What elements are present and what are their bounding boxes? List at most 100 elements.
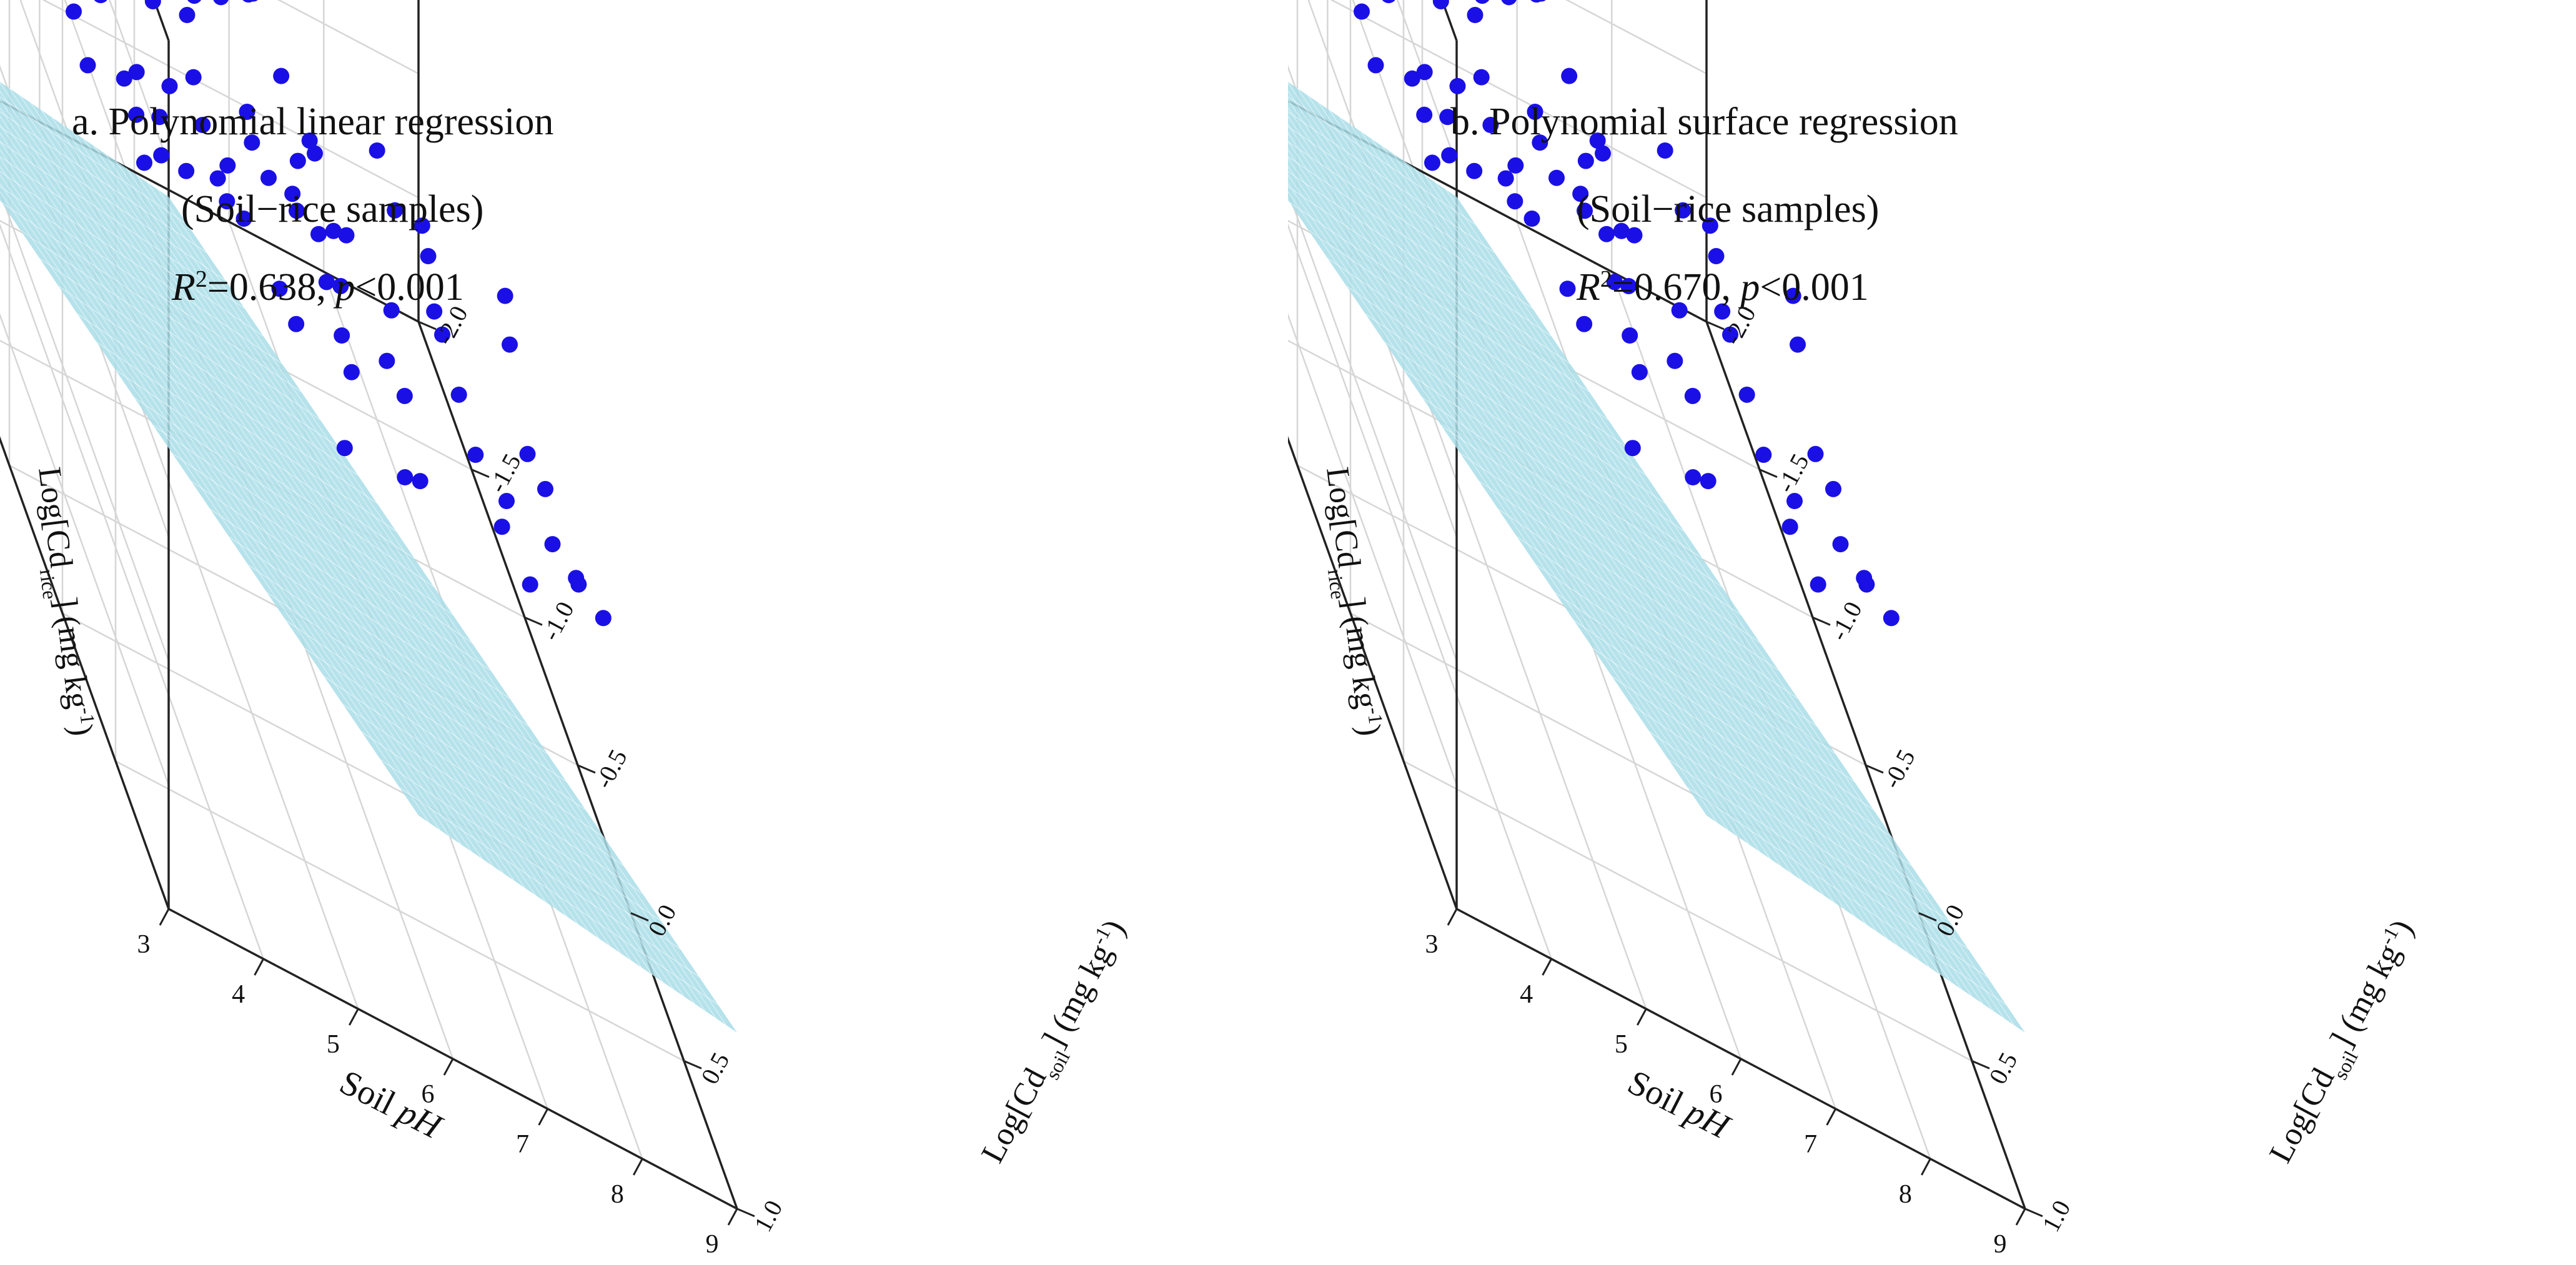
grid-left-h-6 [153,0,170,41]
panel-a: 3456789-2.0-1.5-1.0-0.50.00.51.0-2.0-1.5… [0,0,1132,1259]
data-point-12 [1613,222,1630,239]
plane-mesh-y-17 [1318,102,1888,939]
plane-mesh-x-26 [1630,703,1950,922]
plane-mesh-y-20 [1350,124,1920,961]
plane-mesh-x-11 [1346,285,1666,504]
plane-mesh-y-4 [1288,166,1750,845]
plane-mesh-y-24 [104,153,674,990]
chart-a-ylabel-suffix: ] (mg kg [1036,938,1119,1054]
data-point-42 [161,77,178,94]
y-tick-mark-1 [471,469,490,479]
plane-mesh-y-20 [62,124,632,961]
chart-b-p-value: <0.001 [1760,266,1868,309]
plane-mesh-y-18 [41,109,610,946]
regression-plane [0,82,737,1033]
chart-b-subtitle: (Soil−rice samples) [1577,188,1879,231]
chart-b-zlabel: Log[Cdrice] (mg kg-1) [1311,465,1389,738]
data-point-10 [209,170,226,187]
data-point-54 [273,67,290,84]
data-point-79 [595,610,612,627]
grid-back-h-1 [277,0,419,74]
axis-edge-7 [1288,436,1458,910]
y-tick-mark-4 [1918,912,1937,922]
data-point-24 [334,327,350,344]
plane-mesh-x-15 [134,397,453,615]
data-point-48 [1685,469,1702,486]
data-point-3 [1527,104,1543,120]
plane-mesh-y-15 [9,87,578,925]
plane-mesh-x-18 [1479,480,1798,699]
data-point-48 [397,469,414,486]
data-point-27 [343,364,360,380]
chart-a-r-sup: 2 [196,266,207,292]
chart-b-p-label: p [1738,266,1760,309]
plane-mesh-x-10 [1327,257,1647,476]
grid-back-h-1 [1565,0,1707,74]
data-point-11 [128,106,145,123]
chart-b-surface [1288,82,2025,1033]
plane-mesh-x-16 [152,425,472,643]
chart-b-ylabel: Log[Cdsoil] (mg kg-1) [2262,913,2428,1172]
plane-mesh-y-4 [0,166,462,845]
plane-mesh-x-9 [20,230,340,449]
data-point-7 [66,3,82,20]
x-tick-label-4: 7 [1804,1130,1817,1159]
data-point-43 [284,186,301,202]
chart-b-ylabel-suffix: ] (mg kg [2324,938,2407,1054]
data-point-59 [1598,226,1615,242]
data-point-62 [570,576,587,593]
data-point-50 [336,440,353,457]
data-point-67 [1577,202,1593,219]
data-point-51 [1807,445,1824,462]
data-point-35 [213,0,229,6]
data-point-25 [1559,280,1576,297]
plane-mesh-x-23 [1573,620,1893,838]
data-point-30 [307,145,323,162]
plane-mesh-x-25 [1611,675,1931,894]
plane-mesh-x-7 [0,186,302,392]
grid-left-h-5 [109,0,170,165]
chart-b-r-sup: 2 [1600,266,1612,292]
data-point-20 [1606,274,1623,290]
plane-mesh-y-15 [1297,87,1866,925]
data-point-1 [1439,109,1456,126]
data-point-15 [1441,147,1458,164]
data-point-66 [1507,193,1523,210]
plane-mesh-x-22 [1554,592,1874,810]
chart-b-stats: R2=0.670, p<0.001 [1576,266,1869,309]
chart-b-xlabel: Soil pH [1622,1063,1736,1147]
data-point-63 [1781,518,1798,535]
plane-mesh-y-11 [1288,107,1824,896]
chart-a-ylabel-prefix: Log[Cd [974,1063,1053,1169]
plane-mesh-x-11 [58,285,378,504]
x-tick-label-6: 9 [1994,1230,2007,1259]
plane-mesh-x-20 [229,536,548,755]
grid-left-h-4 [64,0,170,289]
data-point-41 [1432,0,1449,9]
chart-b-zlabel-sup: -1 [1363,706,1387,725]
data-point-69 [414,217,430,234]
x-tick-mark-3 [443,1058,454,1076]
data-point-50 [1624,440,1641,457]
chart-b: 3456789-2.0-1.5-1.0-0.50.00.51.0-2.0-1.5… [1288,0,2428,1259]
x-tick-label-5: 8 [611,1180,624,1209]
plane-mesh-y-23 [1382,146,1951,983]
plane-mesh-y-12 [0,99,547,903]
data-point-58 [219,157,236,174]
y-tick-mark-3 [577,764,596,774]
data-point-11 [1416,106,1433,123]
data-point-30 [1595,145,1611,162]
data-point-60 [544,536,561,553]
plane-mesh-x-8 [1289,202,1609,420]
plane-mesh-y-8 [0,132,504,874]
data-point-13 [1626,227,1643,244]
x-tick-mark-6 [727,1208,738,1226]
grid-left-h-0 [1288,312,1458,785]
data-point-53 [128,64,145,81]
plane-mesh-x-16 [1440,425,1760,643]
data-point-22 [178,162,195,179]
data-point-56 [1467,7,1484,24]
plane-mesh-x-12 [1365,313,1685,532]
plane-mesh-y-19 [51,117,621,953]
regression-plane [1288,82,2025,1033]
